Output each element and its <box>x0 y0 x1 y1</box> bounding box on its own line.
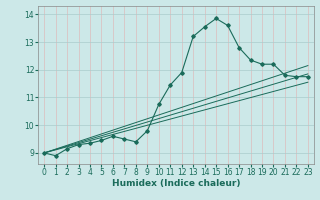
X-axis label: Humidex (Indice chaleur): Humidex (Indice chaleur) <box>112 179 240 188</box>
